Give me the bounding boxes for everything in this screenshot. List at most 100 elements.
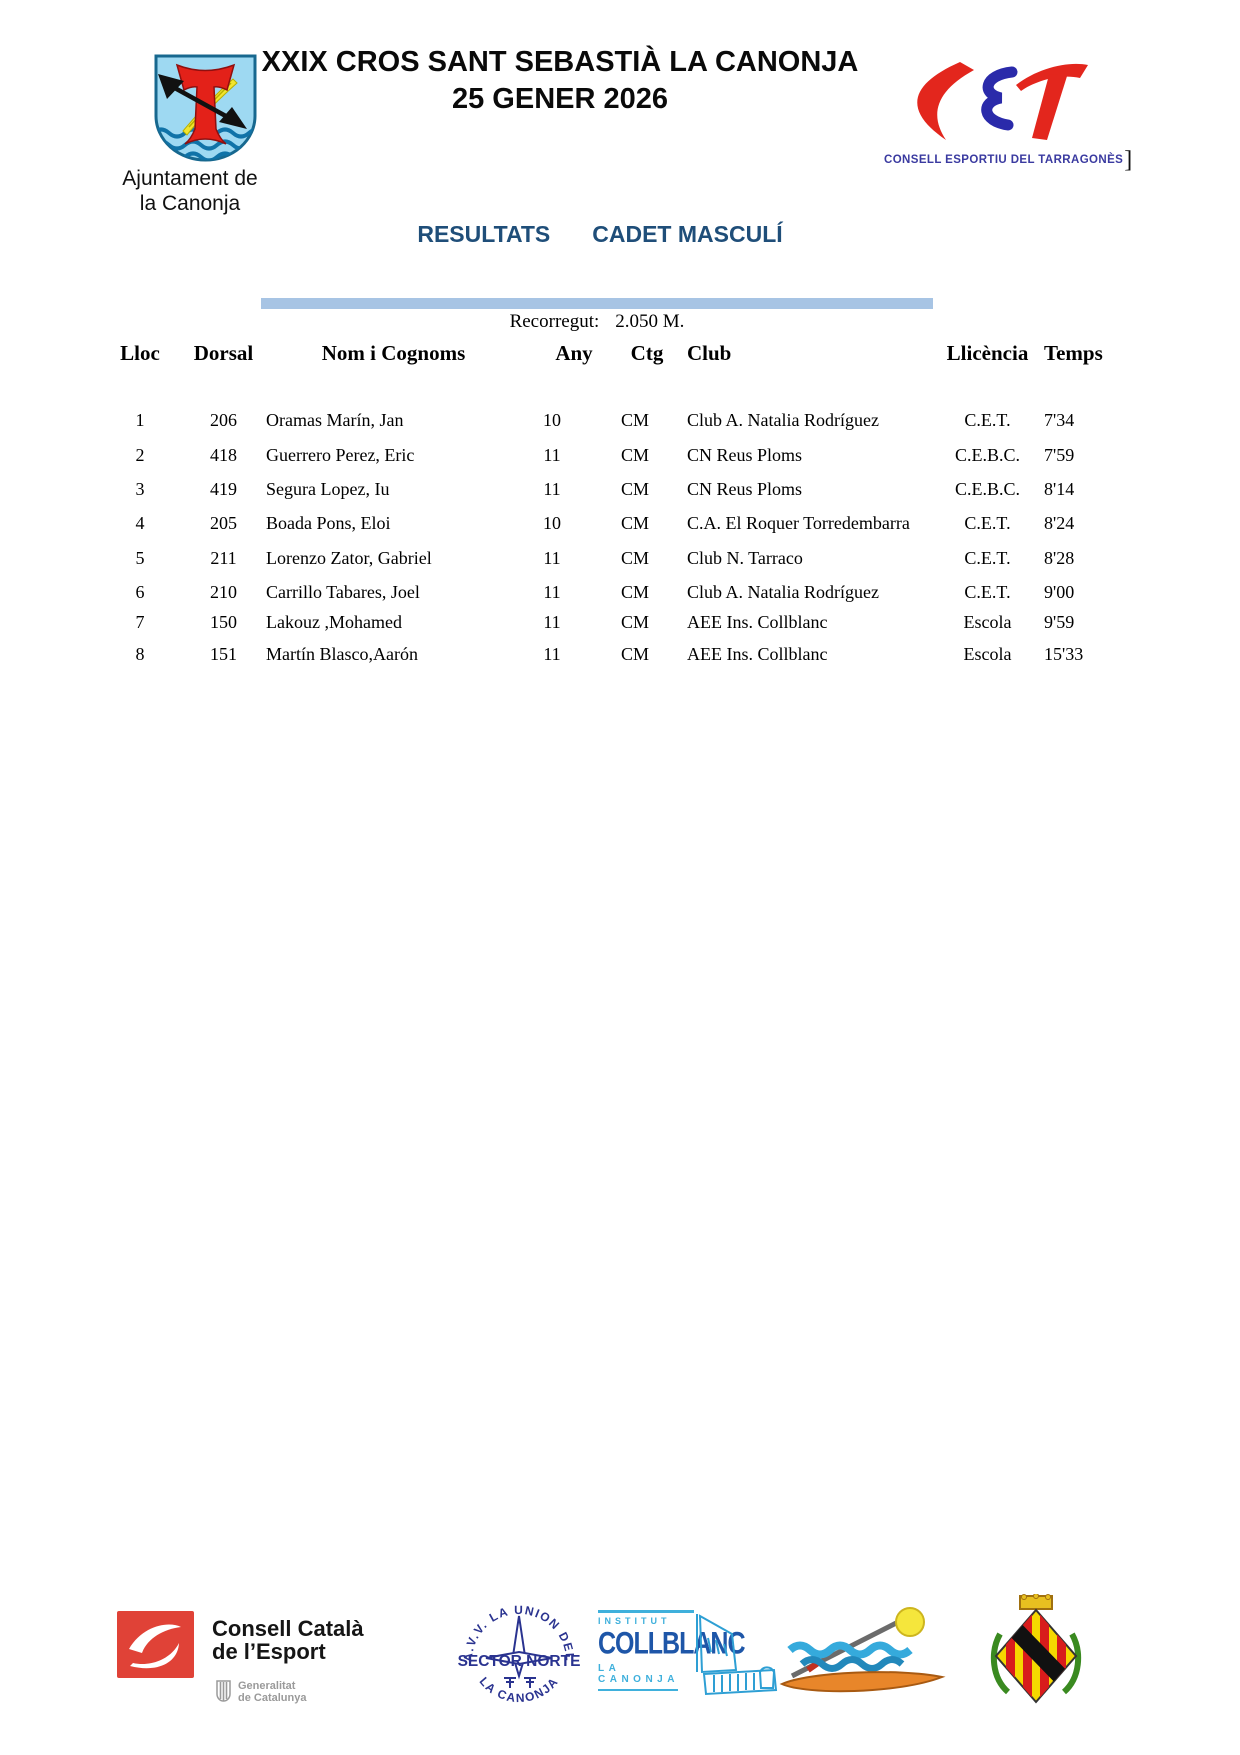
- column-header-ctg: Ctg: [630, 341, 664, 365]
- cell-nom: Boada Pons, Eloi: [266, 513, 391, 533]
- results-heading: RESULTATS CADET MASCULÍ: [300, 221, 900, 248]
- cell-club: AEE Ins. Collblanc: [687, 612, 828, 632]
- cell-nom: Martín Blasco,Aarón: [266, 644, 418, 664]
- cell-ctg: CM: [620, 445, 649, 465]
- cell-lloc: 7: [135, 612, 145, 632]
- sector-norte-center-label: SECTOR NORTE: [458, 1653, 581, 1670]
- divider-bar: [261, 298, 933, 309]
- municipality-name: Ajuntament de la Canonja: [100, 166, 280, 216]
- collblanc-building-sketch-icon: [696, 1614, 778, 1696]
- cell-any: 11: [543, 445, 561, 465]
- cell-temps: 7'34: [1044, 410, 1075, 430]
- column-header-club: Club: [687, 341, 732, 365]
- cell-temps: 8'24: [1044, 513, 1075, 533]
- cell-llicencia: Escola: [963, 644, 1012, 664]
- cell-any: 10: [543, 513, 561, 533]
- cell-dorsal: 205: [210, 513, 237, 533]
- generalitat-line2: de Catalunya: [238, 1692, 307, 1704]
- table-row: 1 206 Oramas Marín, Jan 10 CM Club A. Na…: [0, 410, 1240, 434]
- table-header-row: Lloc Dorsal Nom i Cognoms Any Ctg Club L…: [0, 341, 1240, 367]
- event-title-line1: XXIX CROS SANT SEBASTIÀ LA CANONJA: [261, 46, 859, 78]
- column-header-dorsal: Dorsal: [193, 341, 254, 365]
- course-label: Recorregut:: [509, 311, 600, 332]
- event-title-line2: 25 GENER 2026: [451, 83, 668, 115]
- cell-ctg: CM: [620, 644, 649, 664]
- cell-llicencia: C.E.T.: [964, 582, 1011, 602]
- collblanc-town-label: LA CANONJA: [598, 1663, 679, 1685]
- cell-ctg: CM: [620, 479, 649, 499]
- cell-dorsal: 210: [210, 582, 237, 602]
- collblanc-name-label: COLLBLANC: [598, 1626, 746, 1661]
- cell-club: Club A. Natalia Rodríguez: [687, 582, 879, 602]
- cell-dorsal: 150: [210, 612, 237, 632]
- collblanc-topline: [598, 1610, 694, 1613]
- consell-catala-esport-icon: [117, 1611, 194, 1678]
- cet-bracket: ]: [1124, 147, 1133, 173]
- municipality-line2: la Canonja: [139, 192, 241, 215]
- cell-lloc: 5: [135, 548, 145, 568]
- cell-llicencia: C.E.B.C.: [954, 445, 1020, 465]
- cell-club: CN Reus Ploms: [687, 445, 803, 465]
- course-info: Recorregut: 2.050 M.: [297, 311, 897, 333]
- cell-temps: 9'59: [1044, 612, 1075, 632]
- cell-club: Club A. Natalia Rodríguez: [687, 410, 879, 430]
- collblanc-logo: INSTITUT COLLBLANC LA CANONJA: [598, 1610, 746, 1691]
- table-row: 4 205 Boada Pons, Eloi 10 CM C.A. El Roq…: [0, 513, 1240, 537]
- cell-ctg: CM: [620, 582, 649, 602]
- cell-temps: 15'33: [1044, 644, 1084, 664]
- canonja-shield-icon: [153, 53, 258, 162]
- cell-temps: 7'59: [1044, 445, 1075, 465]
- canonja-crest-icon: [990, 1594, 1082, 1704]
- cet-caption: CONSELL ESPORTIU DEL TARRAGONÈS: [884, 154, 1124, 166]
- generalitat-block: Generalitat de Catalunya: [216, 1680, 306, 1704]
- cell-nom: Lakouz ,Mohamed: [266, 612, 402, 632]
- table-row: 6 210 Carrillo Tabares, Joel 11 CM Club …: [0, 582, 1240, 606]
- cet-logo: CONSELL ESPORTIU DEL TARRAGONÈS ]: [884, 58, 1134, 172]
- cell-nom: Oramas Marín, Jan: [266, 410, 404, 430]
- cell-llicencia: C.E.T.: [964, 548, 1011, 568]
- cet-caption-row: CONSELL ESPORTIU DEL TARRAGONÈS ]: [884, 148, 1134, 172]
- cell-club: Club N. Tarraco: [687, 548, 803, 568]
- cell-ctg: CM: [620, 513, 649, 533]
- column-header-temps: Temps: [1044, 341, 1103, 365]
- column-header-any: Any: [555, 341, 593, 365]
- cell-nom: Guerrero Perez, Eric: [266, 445, 415, 465]
- column-header-lloc: Lloc: [120, 341, 160, 365]
- cell-lloc: 6: [135, 582, 145, 602]
- sector-norte-logo: A.V.V. LA UNION DEL LA CANONJA SECTOR NO…: [458, 1603, 581, 1705]
- consell-line2: de l’Esport: [212, 1639, 326, 1664]
- cell-llicencia: C.E.T.: [964, 410, 1011, 430]
- cet-logo-icon: [917, 62, 1088, 140]
- cell-lloc: 4: [135, 513, 145, 533]
- cell-llicencia: C.E.T.: [964, 513, 1011, 533]
- municipality-line1: Ajuntament de: [122, 167, 258, 190]
- cell-ctg: CM: [620, 548, 649, 568]
- cell-nom: Segura Lopez, Iu: [266, 479, 390, 499]
- cell-dorsal: 419: [210, 479, 237, 499]
- table-row: 5 211 Lorenzo Zator, Gabriel 11 CM Club …: [0, 548, 1240, 572]
- consell-catala-esport-label: Consell Català de l’Esport: [212, 1617, 472, 1663]
- cell-nom: Carrillo Tabares, Joel: [266, 582, 420, 602]
- table-row: 7 150 Lakouz ,Mohamed 11 CM AEE Ins. Col…: [0, 612, 1240, 636]
- cell-lloc: 1: [135, 410, 145, 430]
- generalitat-line1: Generalitat: [238, 1680, 296, 1692]
- results-label: RESULTATS: [417, 221, 551, 247]
- cell-lloc: 8: [135, 644, 145, 664]
- table-row: 2 418 Guerrero Perez, Eric 11 CM CN Reus…: [0, 445, 1240, 469]
- cell-ctg: CM: [620, 612, 649, 632]
- column-header-nom: Nom i Cognoms: [321, 341, 466, 365]
- page-title: XXIX CROS SANT SEBASTIÀ LA CANONJA 25 GE…: [250, 44, 870, 118]
- cell-nom: Lorenzo Zator, Gabriel: [266, 548, 432, 568]
- cell-temps: 8'28: [1044, 548, 1075, 568]
- cell-temps: 9'00: [1044, 582, 1075, 602]
- table-row: 8 151 Martín Blasco,Aarón 11 CM AEE Ins.…: [0, 644, 1240, 668]
- cell-any: 11: [543, 548, 561, 568]
- generalitat-label: Generalitat de Catalunya: [238, 1680, 306, 1704]
- cell-ctg: CM: [620, 410, 649, 430]
- cell-llicencia: C.E.B.C.: [954, 479, 1020, 499]
- cell-any: 10: [543, 410, 561, 430]
- cell-any: 11: [543, 612, 561, 632]
- cell-any: 11: [543, 479, 561, 499]
- cell-club: AEE Ins. Collblanc: [687, 644, 828, 664]
